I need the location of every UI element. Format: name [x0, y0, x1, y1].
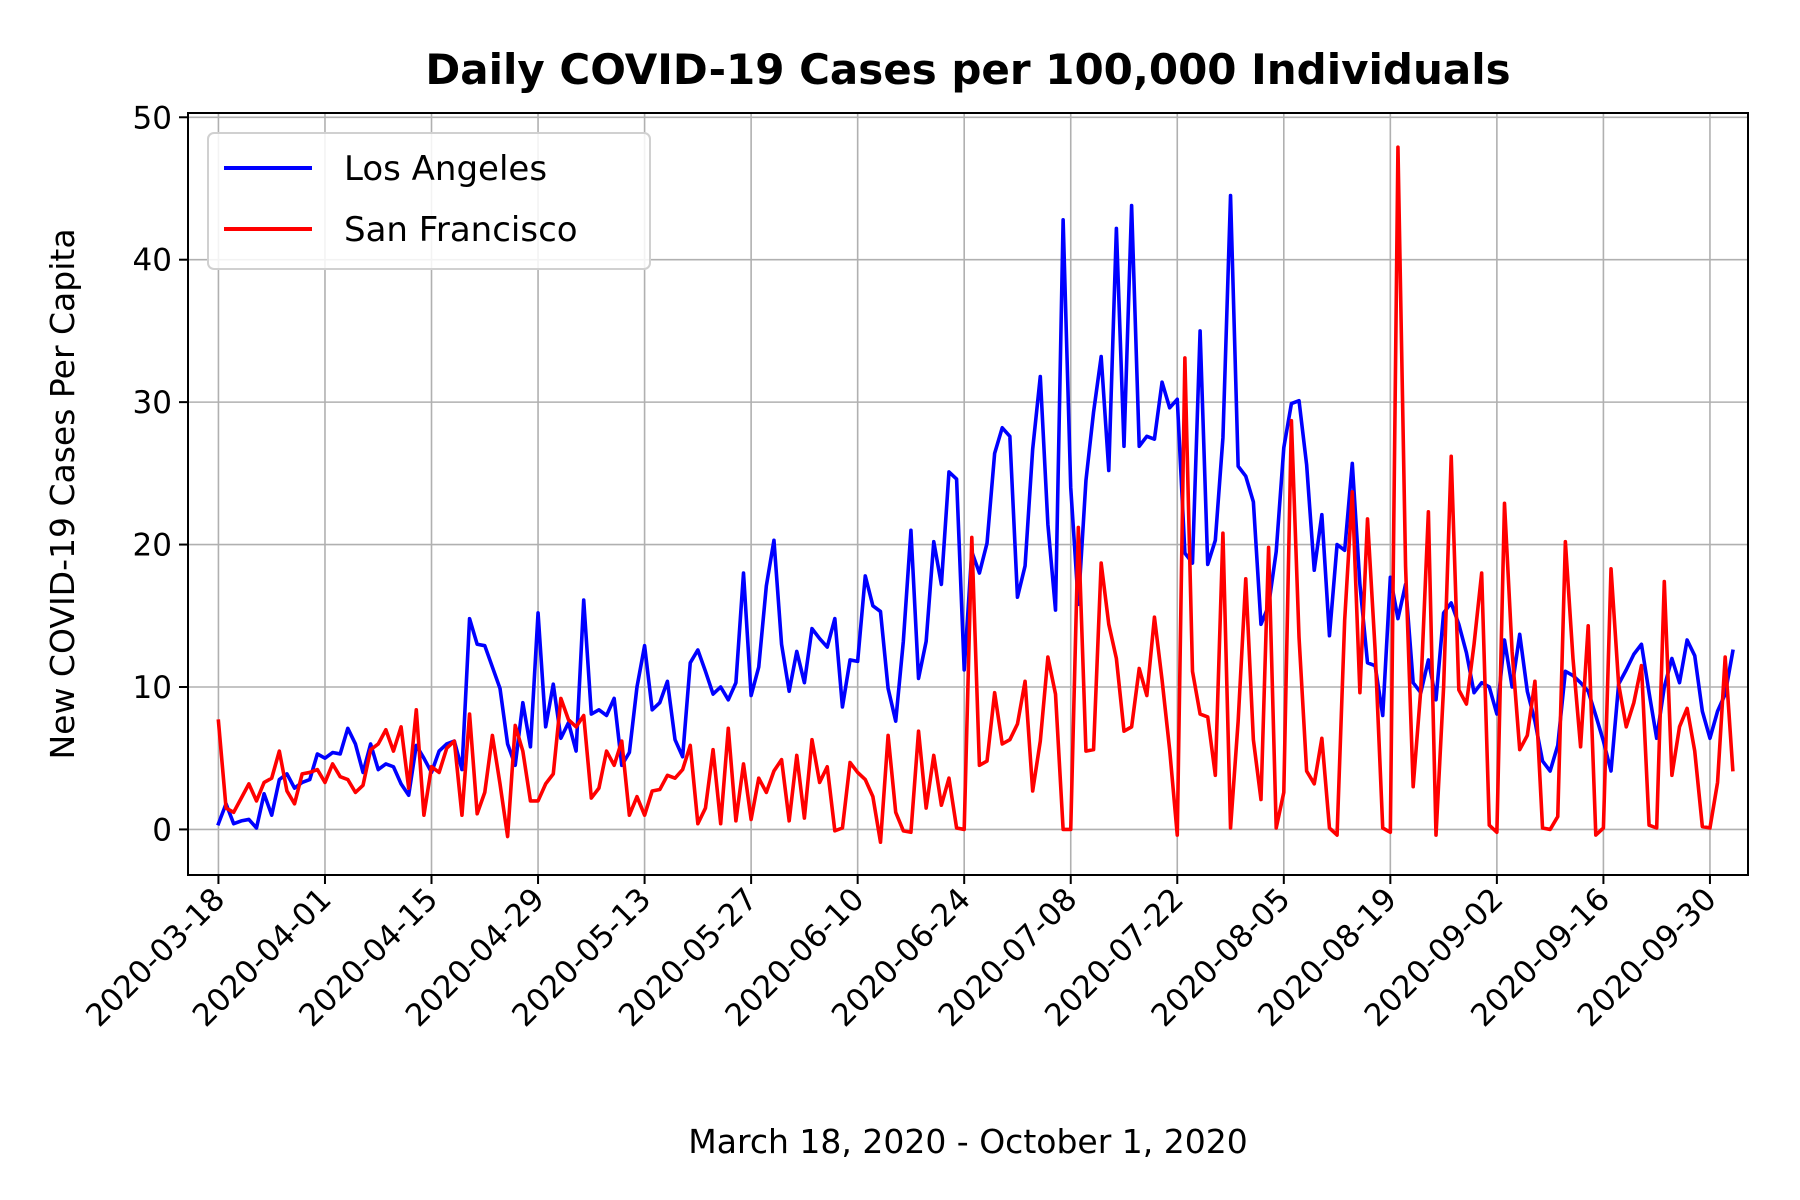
- chart-title: Daily COVID-19 Cases per 100,000 Individ…: [425, 45, 1510, 94]
- legend: Los Angeles San Francisco: [207, 132, 651, 270]
- legend-box: [207, 132, 651, 270]
- legend-label-los-angeles: Los Angeles: [344, 149, 547, 189]
- y-tick-label: 50: [133, 100, 172, 136]
- series-line-los-angeles: [216, 193, 1735, 830]
- plot-frame: [187, 112, 1749, 876]
- plot-area: [216, 145, 1735, 845]
- y-tick-label: 10: [133, 670, 172, 706]
- x-axis-label: March 18, 2020 - October 1, 2020: [688, 1122, 1247, 1161]
- y-tick-label: 40: [133, 243, 172, 279]
- y-tick-label: 20: [133, 528, 172, 564]
- y-axis-label: New COVID-19 Cases Per Capita: [43, 228, 82, 759]
- y-tick-label: 30: [133, 385, 172, 421]
- y-tick-label: 0: [152, 812, 172, 848]
- legend-label-san-francisco: San Francisco: [344, 210, 578, 250]
- series-line-san-francisco: [216, 145, 1735, 845]
